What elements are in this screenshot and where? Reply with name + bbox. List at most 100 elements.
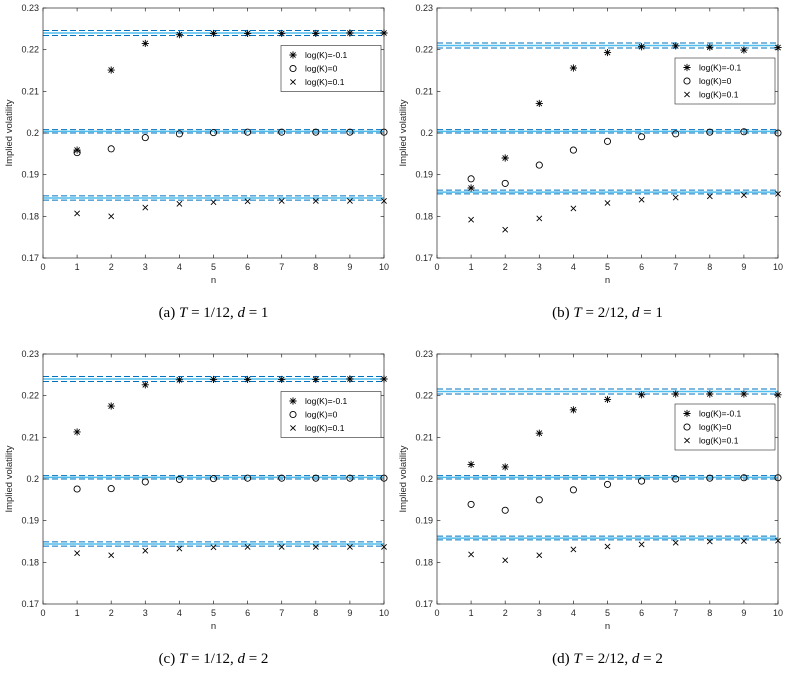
math-variable: d [237,305,245,321]
caption-d: (d) T = 2/12, d = 2 [552,651,663,667]
data-point-asterisk [175,376,183,384]
y-tick-label: 0.21 [415,432,433,442]
x-tick-label: 4 [571,608,576,618]
legend-label: log(K)=0 [699,76,732,86]
axes: 0 1 2 3 4 5 6 7 8 9 10 0.17 0.18 0.19 0.2 0.21 0.22 0.23 n… [398,349,783,632]
data-point-cross [74,210,81,217]
series-circle [467,128,782,187]
axes: 0 1 2 3 4 5 6 7 8 9 10 0.17 0.18 0.19 0.2 0.21 0.22 0.23 n… [4,3,389,286]
y-tick-label: 0.2 [420,128,433,138]
series-asterisk [467,42,782,192]
data-point-cross [176,200,183,207]
x-tick-label: 3 [143,608,148,618]
data-point-asterisk [380,29,388,37]
x-tick-label: 4 [177,262,182,272]
series-cross [468,190,781,233]
data-point-asterisk [501,154,509,162]
data-point-cross [570,546,577,553]
data-point-circle [380,128,388,136]
axes: 0 1 2 3 4 5 6 7 8 9 10 0.17 0.18 0.19 0.2 0.21 0.22 0.23 n… [4,349,389,632]
data-point-cross [381,197,387,204]
data-point-asterisk [467,460,475,469]
legend-box [674,403,776,451]
data-point-asterisk [603,48,612,57]
data-point-circle [774,474,782,482]
data-point-circle [278,474,286,482]
data-point-circle [740,128,748,136]
x-tick-label: 1 [75,262,80,272]
legend-label: log(K)=0 [699,422,732,432]
data-point-cross [706,538,713,545]
data-point-cross [570,205,577,212]
x-tick-label: 5 [211,608,216,618]
data-point-circle [312,128,320,136]
data-point-circle [244,474,252,482]
x-tick-label: 2 [503,608,508,618]
data-point-circle [175,475,183,483]
legend-marker-asterisk [683,409,691,418]
y-tick-label: 0.2 [26,128,39,138]
y-tick-label: 0.21 [21,432,39,442]
legend-label: log(K)=-0.1 [699,409,742,419]
x-tick-label: 2 [503,262,508,272]
x-tick-label: 7 [279,608,284,618]
x-tick-label: 9 [741,262,746,272]
data-point-asterisk [175,31,183,39]
data-point-cross [346,543,353,550]
legend-label: log(K)=-0.1 [305,50,348,60]
data-point-asterisk [501,463,509,471]
data-point-asterisk [706,390,714,398]
data-point-cross [244,198,251,205]
data-point-asterisk [774,43,782,52]
data-point-asterisk [380,375,388,383]
data-point-circle [380,474,388,482]
y-axis-label: Implied volatility [398,445,409,512]
x-tick-label: 7 [279,262,284,272]
x-tick-label: 6 [245,262,250,272]
data-point-asterisk [141,39,149,48]
legend-box [280,391,382,438]
y-tick-label: 0.17 [415,599,433,609]
data-point-asterisk [244,29,252,38]
data-point-circle [569,486,577,494]
y-tick-label: 0.22 [21,45,39,55]
y-tick-label: 0.23 [415,349,433,359]
x-tick-label: 2 [109,262,114,272]
data-point-asterisk [603,395,612,404]
x-tick-label: 9 [741,608,746,618]
math-variable: d [631,651,640,667]
chart-c: 0 1 2 3 4 5 6 7 8 9 10 0.17 0.18 0.19 0.2 0.21 0.22 0.23 n… [4,349,389,632]
data-point-cross [740,192,747,199]
legend: log(K)=-0.1 log(K)=0 log(K)=0.1 [674,57,776,105]
x-tick-label: 0 [434,262,439,272]
x-tick-label: 3 [537,608,542,618]
data-point-circle [603,480,612,488]
data-point-cross [312,197,319,204]
y-tick-label: 0.22 [415,45,433,55]
caption-c: (c) T = 1/12, d = 2 [158,651,269,667]
data-point-asterisk [312,29,320,38]
x-tick-label: 5 [605,262,610,272]
y-tick-label: 0.17 [21,599,39,609]
data-point-circle [244,128,252,136]
legend-label: log(K)=0 [305,64,338,74]
y-tick-label: 0.23 [21,3,39,13]
x-tick-label: 0 [40,262,45,272]
legend-label: log(K)=0.1 [305,423,345,433]
math-variable: T [178,305,188,321]
data-point-cross [312,543,319,550]
x-tick-label: 2 [109,608,114,618]
data-point-asterisk [535,429,543,437]
y-tick-label: 0.19 [21,170,39,180]
x-tick-label: 1 [469,262,474,272]
legend-marker-asterisk [683,63,691,72]
data-point-asterisk [638,43,646,51]
data-point-circle [603,137,612,145]
data-point-circle [278,128,286,136]
y-tick-label: 0.18 [415,211,433,221]
legend-marker-asterisk [289,397,297,405]
data-point-cross [638,541,645,548]
data-point-cross [108,552,115,559]
data-point-cross [108,213,115,220]
